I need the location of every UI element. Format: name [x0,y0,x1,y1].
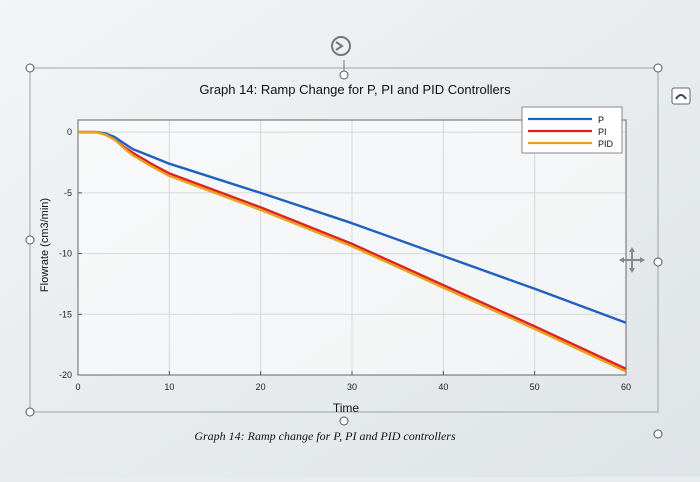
x-tick-label: 50 [530,382,540,392]
layout-options-icon[interactable] [671,87,691,105]
x-tick-label: 40 [438,382,448,392]
y-tick-label: -10 [59,249,72,259]
figure-caption: Graph 14: Ramp change for P, PI and PID … [194,429,456,443]
y-tick-labels: 0 -5 -10 -15 -20 [59,127,72,380]
resize-handle-bottom-left[interactable] [25,407,35,417]
resize-handle-left[interactable] [25,235,35,245]
x-tick-label: 10 [164,382,174,392]
axes-box [77,119,627,376]
resize-handle-top[interactable] [339,70,349,80]
x-tick-labels: 0 10 20 30 40 50 60 [75,382,631,392]
resize-handle-bottom-right[interactable] [653,429,663,439]
y-tick-label: -15 [59,309,72,319]
x-tick-label: 60 [621,382,631,392]
resize-handle-right[interactable] [653,257,663,267]
y-axis-label: Flowrate (cm3/min) [39,198,51,292]
legend: P PI PID [521,106,623,154]
series-line-pid [78,130,627,373]
resize-handle-bottom[interactable] [339,416,349,426]
legend-label-p: P [598,115,604,125]
x-tick-label: 30 [347,382,357,392]
y-tick-label: -20 [59,370,72,380]
x-tick-label: 20 [256,382,266,392]
move-cursor-icon [619,247,645,273]
selection-handles[interactable] [25,60,663,439]
series-lines [78,130,627,373]
x-tick-label: 0 [75,382,80,392]
legend-label-pi: PI [598,127,607,137]
x-axis-label: Time [333,401,360,415]
rotate-icon[interactable] [331,36,351,56]
y-tick-label: -5 [64,188,72,198]
legend-label-pid: PID [598,139,614,149]
resize-handle-top-left[interactable] [25,63,35,73]
resize-handle-top-right[interactable] [653,63,663,73]
chart-title: Graph 14: Ramp Change for P, PI and PID … [199,82,511,97]
y-tick-label: 0 [67,127,72,137]
